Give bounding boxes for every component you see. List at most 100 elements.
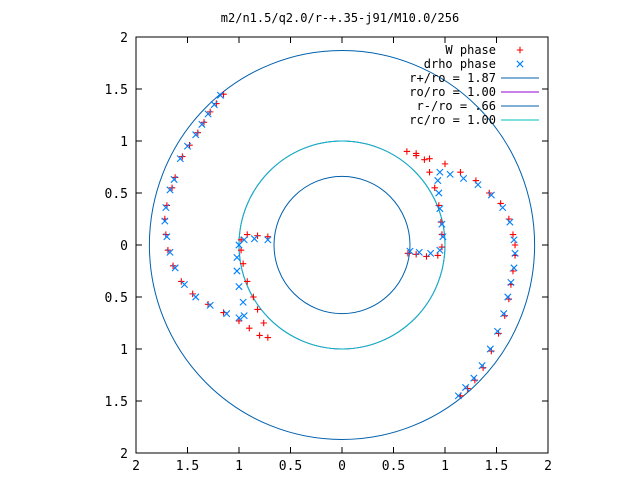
point-1-11 bbox=[163, 233, 171, 241]
point-1-2 bbox=[204, 110, 212, 118]
point-0-60 bbox=[495, 330, 502, 337]
point-0-35 bbox=[434, 252, 441, 259]
point-0-34 bbox=[423, 253, 430, 260]
point-1-42 bbox=[499, 203, 507, 212]
point-1-31 bbox=[436, 246, 444, 254]
point-0-62 bbox=[479, 364, 487, 371]
circle-2 bbox=[273, 175, 411, 315]
point-0-1 bbox=[213, 100, 220, 107]
point-1-32 bbox=[439, 233, 447, 241]
point-0-22 bbox=[260, 319, 267, 327]
point-0-59 bbox=[501, 312, 508, 319]
point-0-64 bbox=[464, 385, 471, 392]
point-1-9 bbox=[162, 203, 170, 212]
point-1-5 bbox=[183, 142, 192, 150]
point-0-42 bbox=[421, 156, 428, 163]
chart-title: m2/n1.5/q2.0/r-+.35-j91/M10.0/256 bbox=[221, 11, 459, 25]
point-1-36 bbox=[434, 176, 442, 185]
point-1-46 bbox=[510, 264, 518, 272]
point-0-7 bbox=[171, 174, 179, 181]
point-0-38 bbox=[437, 218, 445, 226]
point-1-27 bbox=[264, 236, 272, 244]
point-0-31 bbox=[264, 233, 272, 240]
point-1-8 bbox=[166, 186, 174, 194]
series-1 bbox=[161, 91, 519, 400]
point-1-33 bbox=[438, 220, 446, 228]
point-1-12 bbox=[166, 248, 174, 256]
point-1-40 bbox=[474, 181, 482, 189]
point-1-17 bbox=[223, 310, 231, 318]
point-1-6 bbox=[176, 155, 184, 163]
y-tick-label-5: 0.5 bbox=[105, 291, 128, 306]
x-tick-label-4: 0 bbox=[338, 459, 346, 474]
point-1-22 bbox=[233, 267, 241, 275]
x-tick-label-0: 2 bbox=[132, 459, 140, 474]
point-0-47 bbox=[441, 160, 449, 168]
point-1-23 bbox=[233, 253, 241, 262]
x-tick-label-6: 1 bbox=[441, 459, 449, 474]
x-tick-label-1: 1.5 bbox=[176, 459, 199, 474]
point-1-30 bbox=[426, 249, 435, 257]
point-0-25 bbox=[244, 278, 251, 285]
point-0-44 bbox=[403, 148, 411, 155]
x-tick-label-3: 0.5 bbox=[279, 459, 302, 474]
x-tick-label-5: 0.5 bbox=[382, 459, 405, 474]
point-0-33 bbox=[412, 251, 420, 258]
point-0-28 bbox=[237, 236, 245, 243]
point-1-29 bbox=[415, 248, 423, 256]
y-tick-label-6: 1 bbox=[120, 343, 128, 358]
point-0-36 bbox=[438, 243, 446, 251]
point-1-45 bbox=[511, 249, 519, 257]
y-tick-label-3: 0.5 bbox=[105, 187, 128, 202]
point-1-20 bbox=[239, 298, 247, 306]
point-0-26 bbox=[239, 260, 247, 267]
y-tick-label-1: 1.5 bbox=[105, 83, 128, 98]
point-1-39 bbox=[459, 174, 468, 183]
point-1-0 bbox=[216, 91, 225, 99]
y-tick-label-4: 0 bbox=[120, 239, 128, 254]
legend-label-0: W phase bbox=[445, 43, 496, 57]
point-0-27 bbox=[237, 247, 245, 254]
point-1-16 bbox=[206, 301, 214, 309]
point-0-40 bbox=[431, 184, 438, 191]
circle-0 bbox=[148, 50, 536, 440]
point-1-44 bbox=[510, 236, 518, 244]
point-0-54 bbox=[511, 241, 519, 249]
point-0-46 bbox=[426, 155, 433, 162]
point-1-19 bbox=[240, 312, 248, 320]
point-1-55 bbox=[454, 392, 462, 400]
point-1-34 bbox=[436, 205, 444, 213]
point-0-9 bbox=[163, 202, 171, 209]
x-tick-label-7: 1.5 bbox=[485, 459, 508, 474]
legend-sample-0 bbox=[516, 46, 524, 54]
point-1-51 bbox=[486, 345, 494, 353]
point-1-15 bbox=[192, 293, 200, 301]
point-0-20 bbox=[256, 332, 263, 339]
legend-label-5: rc/ro = 1.00 bbox=[409, 113, 496, 127]
legend-label-3: ro/ro = 1.00 bbox=[409, 85, 496, 99]
point-1-38 bbox=[446, 170, 454, 178]
point-1-1 bbox=[210, 101, 218, 109]
point-1-41 bbox=[487, 191, 495, 199]
point-1-25 bbox=[240, 236, 248, 244]
point-1-4 bbox=[192, 131, 200, 139]
point-1-14 bbox=[180, 280, 188, 289]
point-0-58 bbox=[505, 295, 513, 303]
point-1-13 bbox=[171, 264, 179, 272]
point-1-53 bbox=[470, 374, 478, 382]
point-0-41 bbox=[426, 169, 433, 176]
y-tick-label-2: 1 bbox=[120, 135, 128, 150]
point-1-7 bbox=[170, 175, 178, 184]
y-tick-label-7: 1.5 bbox=[105, 395, 128, 410]
point-0-19 bbox=[246, 325, 253, 332]
point-0-48 bbox=[457, 169, 464, 176]
point-1-18 bbox=[235, 314, 243, 322]
point-0-21 bbox=[264, 334, 272, 341]
x-tick-label-2: 1 bbox=[235, 459, 243, 474]
point-1-54 bbox=[462, 383, 470, 392]
data-layer bbox=[161, 91, 519, 400]
y-tick-label-8: 2 bbox=[120, 447, 128, 462]
point-0-5 bbox=[186, 141, 193, 149]
